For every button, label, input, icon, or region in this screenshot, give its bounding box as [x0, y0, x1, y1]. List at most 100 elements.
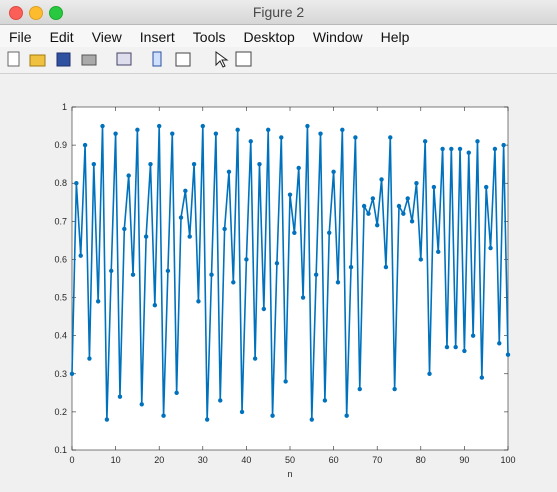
data-point — [383, 264, 389, 270]
menu-item[interactable]: File — [9, 29, 32, 45]
data-point — [191, 161, 197, 167]
print-icon[interactable] — [81, 54, 97, 66]
x-axis-label: n — [287, 469, 292, 479]
data-point — [335, 280, 341, 285]
data-point — [361, 203, 367, 209]
close-button[interactable] — [9, 6, 23, 20]
colorbar-icon[interactable] — [152, 51, 162, 67]
data-point — [218, 398, 223, 403]
data-point — [479, 375, 485, 380]
data-point — [287, 192, 293, 197]
y-tick-label: 0.6 — [54, 254, 67, 264]
y-tick-label: 0.7 — [54, 216, 67, 226]
data-point — [82, 142, 88, 148]
data-point — [401, 211, 406, 216]
x-tick-label: 80 — [416, 455, 426, 465]
data-point — [327, 230, 332, 235]
data-point — [100, 123, 105, 129]
data-point — [178, 215, 184, 220]
data-point — [505, 352, 511, 357]
y-tick-label: 0.9 — [54, 140, 67, 150]
pointer-icon[interactable] — [215, 51, 229, 68]
data-point — [305, 123, 310, 129]
link-icon[interactable] — [116, 52, 132, 66]
toolbar-icons — [7, 51, 252, 68]
data-point — [392, 386, 397, 392]
y-tick-label: 0.5 — [54, 293, 67, 303]
data-point — [274, 261, 280, 266]
data-point — [331, 169, 336, 174]
data-point — [270, 413, 275, 418]
data-point — [69, 371, 75, 376]
data-point — [484, 184, 489, 190]
data-point — [375, 222, 380, 228]
menu-item[interactable]: Help — [380, 29, 410, 45]
open-icon[interactable] — [29, 54, 46, 67]
zoom-button[interactable] — [49, 6, 63, 20]
data-point — [174, 390, 179, 396]
x-tick-label: 20 — [154, 455, 164, 465]
data-point — [309, 417, 314, 422]
data-point — [418, 257, 423, 262]
x-tick-label: 40 — [241, 455, 251, 465]
data-point — [261, 306, 267, 312]
data-point — [248, 139, 253, 144]
property-icon[interactable] — [235, 51, 252, 67]
data-point — [318, 131, 323, 136]
data-point — [200, 123, 205, 129]
menu-item[interactable]: Desktop — [243, 29, 295, 45]
y-tick-label: 0.8 — [54, 178, 67, 188]
data-point — [196, 299, 201, 304]
data-point — [366, 211, 371, 216]
data-point — [457, 146, 463, 152]
data-point — [109, 268, 114, 274]
data-point — [231, 280, 236, 285]
data-point — [497, 341, 502, 346]
data-point — [449, 146, 454, 152]
x-tick-label: 70 — [372, 455, 382, 465]
y-tick-label: 0.3 — [54, 369, 67, 379]
data-point — [87, 356, 92, 361]
x-tick-label: 30 — [198, 455, 208, 465]
data-point — [204, 417, 210, 422]
data-point — [296, 165, 301, 171]
title-bar: Figure 2 — [0, 0, 557, 25]
data-point — [344, 413, 349, 418]
data-point — [252, 356, 258, 361]
data-point — [414, 181, 419, 186]
data-point — [165, 268, 171, 274]
new-icon[interactable] — [7, 51, 20, 67]
data-point — [209, 272, 214, 277]
toolbar — [0, 47, 557, 74]
minimize-button[interactable] — [29, 6, 43, 20]
data-point — [283, 379, 288, 384]
menu-item[interactable]: Window — [312, 29, 363, 45]
chart: 0.10.20.30.40.50.60.70.80.910 10 20 30 40 50 6… — [54, 102, 515, 479]
data-point — [292, 230, 297, 235]
data-point — [440, 146, 445, 152]
data-point — [388, 135, 393, 140]
data-point — [104, 417, 110, 422]
menu-item[interactable]: Insert — [139, 29, 175, 45]
data-point — [431, 184, 437, 190]
data-point — [152, 302, 158, 308]
data-point — [91, 161, 97, 167]
data-point — [74, 181, 79, 186]
menu-item[interactable]: Tools — [192, 29, 226, 45]
menu-item[interactable]: View — [91, 29, 122, 45]
data-point — [466, 150, 471, 155]
data-point — [462, 348, 467, 354]
data-point — [409, 219, 415, 224]
legend-icon[interactable] — [175, 52, 191, 67]
y-tick-label: 0.1 — [54, 445, 67, 455]
menu-item[interactable]: Edit — [49, 29, 74, 45]
data-point — [453, 344, 458, 350]
data-point — [340, 127, 345, 133]
x-tick-label: 0 — [69, 455, 74, 465]
x-tick-label: 90 — [459, 455, 469, 465]
y-tick-label: 0.2 — [54, 407, 67, 417]
data-point — [157, 123, 162, 129]
save-icon[interactable] — [56, 52, 71, 67]
data-point — [183, 188, 188, 194]
